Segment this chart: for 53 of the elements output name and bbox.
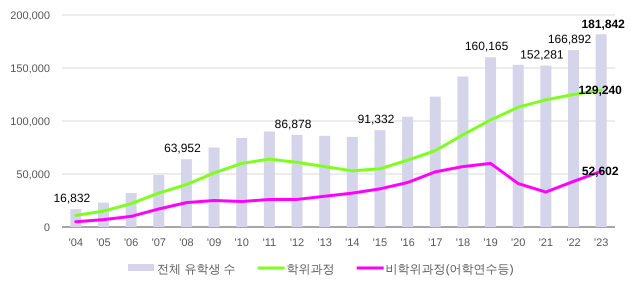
legend-label: 비학위과정(어학연수등) (386, 262, 514, 276)
data-label: 160,165 (464, 39, 509, 54)
bar (568, 50, 580, 227)
bar (512, 64, 524, 227)
x-tick-label: '11 (262, 237, 276, 249)
bar (346, 136, 358, 227)
x-tick-label: '07 (152, 237, 166, 249)
x-tick-label: '23 (594, 237, 608, 249)
data-label: 181,842 (581, 17, 626, 32)
bar (374, 130, 386, 227)
x-tick-label: '20 (511, 237, 526, 249)
x-tick-label: '22 (566, 237, 581, 249)
bar (180, 159, 192, 227)
y-tick-label: 0 (44, 222, 50, 234)
x-tick-label: '08 (179, 237, 194, 249)
x-tick-label: '04 (68, 237, 83, 249)
x-tick-label: '09 (206, 237, 222, 249)
y-tick-label: 50,000 (16, 169, 50, 181)
data-label: 166,892 (548, 32, 592, 46)
x-tick-label: '17 (428, 237, 442, 249)
bar (540, 66, 552, 227)
x-tick-label: '18 (456, 237, 470, 249)
bar (457, 76, 468, 227)
bar (264, 132, 275, 227)
data-label: 152,281 (520, 48, 564, 62)
data-label: 63,952 (164, 141, 202, 156)
bar (292, 134, 303, 227)
legend-label: 학위과정 (286, 262, 335, 276)
data-label: 129,240 (578, 83, 622, 98)
bar (319, 136, 330, 227)
y-tick-label: 150,000 (10, 63, 50, 75)
x-tick-label: '10 (234, 237, 249, 249)
bar (208, 148, 220, 227)
bar (485, 57, 496, 227)
data-label: 16,832 (53, 191, 91, 206)
y-tick-label: 200,000 (10, 10, 50, 22)
x-tick-label: '21 (538, 237, 554, 249)
data-label: 91,332 (358, 112, 395, 126)
x-tick-label: '06 (124, 237, 138, 249)
x-tick-label: '19 (483, 237, 498, 249)
legend-label: 전체 유학생 수 (157, 262, 236, 276)
x-tick-label: '13 (318, 237, 332, 249)
x-tick-label: '16 (400, 237, 415, 249)
bar (402, 116, 414, 227)
bar (236, 138, 248, 227)
data-label: 52,602 (582, 164, 619, 178)
x-tick-label: '05 (96, 237, 111, 249)
x-tick-label: '12 (290, 237, 304, 249)
y-tick-label: 100,000 (10, 116, 50, 128)
x-tick-label: '15 (372, 237, 388, 249)
bar (430, 96, 441, 227)
data-label: 86,878 (274, 116, 312, 131)
x-tick-label: '14 (345, 237, 360, 249)
